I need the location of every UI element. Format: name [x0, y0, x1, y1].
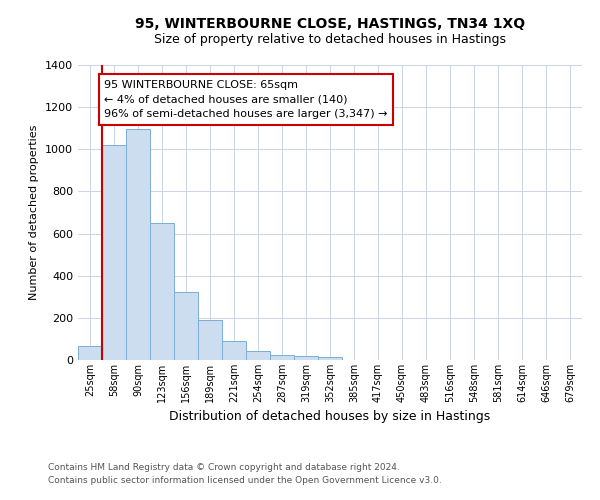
Text: 95, WINTERBOURNE CLOSE, HASTINGS, TN34 1XQ: 95, WINTERBOURNE CLOSE, HASTINGS, TN34 1…: [135, 18, 525, 32]
Bar: [174, 292, 198, 360]
Bar: [222, 341, 246, 360]
Text: 95 WINTERBOURNE CLOSE: 65sqm
← 4% of detached houses are smaller (140)
96% of se: 95 WINTERBOURNE CLOSE: 65sqm ← 4% of det…: [104, 80, 388, 120]
Bar: [102, 145, 126, 360]
Text: Contains HM Land Registry data © Crown copyright and database right 2024.: Contains HM Land Registry data © Crown c…: [48, 464, 400, 472]
Text: Size of property relative to detached houses in Hastings: Size of property relative to detached ho…: [154, 32, 506, 46]
Bar: [78, 346, 102, 360]
Bar: [198, 320, 222, 360]
Text: Contains public sector information licensed under the Open Government Licence v3: Contains public sector information licen…: [48, 476, 442, 485]
Y-axis label: Number of detached properties: Number of detached properties: [29, 125, 40, 300]
Bar: [294, 356, 318, 360]
Bar: [318, 358, 342, 360]
Bar: [150, 223, 174, 360]
X-axis label: Distribution of detached houses by size in Hastings: Distribution of detached houses by size …: [169, 410, 491, 424]
Bar: [270, 356, 294, 360]
Bar: [126, 130, 150, 360]
Bar: [246, 350, 270, 360]
